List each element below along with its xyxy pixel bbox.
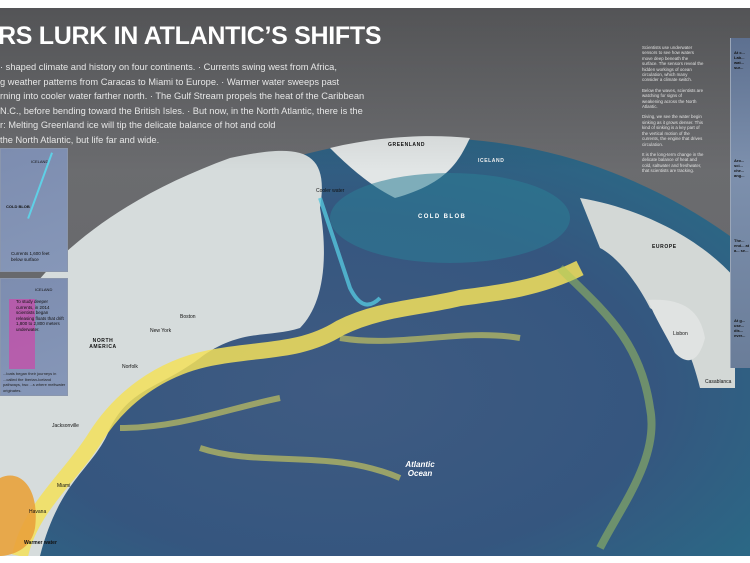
intro-line: N.C., before bending toward the British … [0,105,363,116]
intro-line: · shaped climate and history on four con… [0,62,337,72]
city-havana: Havana [29,509,47,515]
infographic: RS LURK IN ATLANTIC’S SHIFTS · shaped cl… [0,8,750,556]
sidebar-paragraph: Diving, we see the water begin sinking a… [642,114,703,147]
inset-label: ICELAND [31,159,49,164]
photo-caption: The... end... at a... se... [734,238,750,253]
inset-map-shallow-currents: ICELAND COLD BLOB Currents 1,600 feet be… [0,148,68,272]
sidebar-paragraph: Below the waves, scientists are watching… [642,87,704,110]
label-north-america: NORTH AMERICA [89,338,117,350]
inset-label: ICELAND [35,287,53,292]
page-title: RS LURK IN ATLANTIC’S SHIFTS [0,22,382,50]
label-atlantic-ocean: Atlantic Ocean [405,460,435,478]
photo-caption: At g... use... dis... ever... you... ing… [734,318,746,340]
label-iceland: ICELAND [478,158,505,164]
inset-label: COLD BLOB [6,204,30,209]
intro-line: rning into cooler water farther north. ·… [0,91,365,101]
inset-map-deep-currents: ICELAND To study deeper currents, in 201… [0,278,68,396]
intro-line: r: Melting Greenland ice will tip the de… [0,120,276,130]
sidebar-paragraph: Scientists use underwater sensors to see… [642,45,704,83]
label-greenland: GREENLAND [388,142,426,148]
city-norfolk: Norfolk [122,364,138,370]
inset-caption: To study deeper currents, in 2014 scient… [16,299,64,332]
sidebar-paragraph: It is the long-term change in the delica… [642,151,704,174]
atlantic-current-map [0,8,750,556]
sidebar-text: Scientists use underwater sensors to see… [642,45,704,179]
intro-text: · shaped climate and history on four con… [0,60,365,147]
city-boston: Boston [180,314,196,320]
intro-line: g weather patterns from Caracas to Miami… [0,76,340,87]
inset-footer: ...loats began their journeys in ...call… [3,371,66,393]
city-miami: Miami [57,483,71,489]
photo-caption: Aro... sci... che... ang... [734,158,745,178]
city-jacksonville: Jacksonville [52,423,79,429]
photo-caption: At c... Lab... wat... sur... war... sw..… [734,50,745,72]
label-warmer-water: Warmer water [24,540,57,546]
label-europe: EUROPE [652,244,677,250]
inset-float-tracks [9,299,35,369]
city-lisbon: Lisbon [673,331,688,337]
underwater-photo-panel: At c... Lab... wat... sur... war... sw..… [730,38,750,368]
label-cold-blob: COLD BLOB [418,214,467,220]
inset-caption: Currents 1,600 feet below surface [11,251,50,262]
city-casablanca: Casablanca [705,379,732,385]
label-cooler-water: Cooler water [316,188,345,194]
city-new-york: New York [150,328,172,334]
intro-line: the North Atlantic, but life far and wid… [0,134,160,145]
